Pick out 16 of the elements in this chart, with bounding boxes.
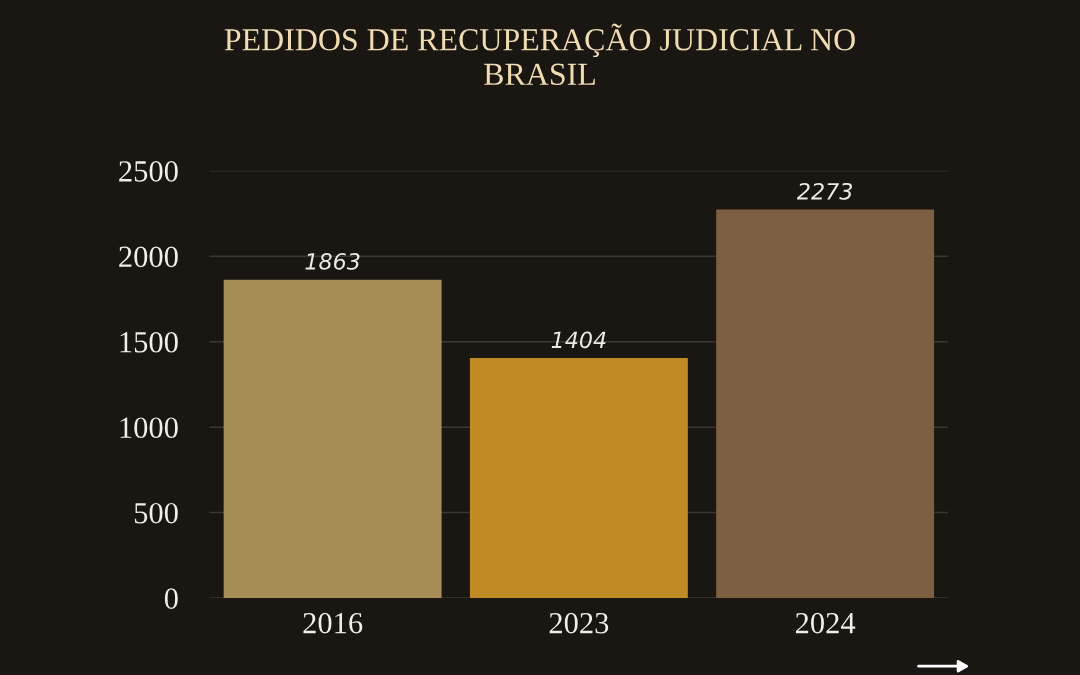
x-tick-label: 2023 [549,612,609,634]
bar [223,279,442,599]
y-tick-label: 2500 [119,161,178,182]
data-label: 2273 [796,182,852,200]
y-tick-label: 500 [134,502,178,524]
bar [469,358,688,599]
x-tick-label: 2024 [795,612,856,634]
y-tick-label: 1500 [120,331,178,353]
bar [716,209,935,599]
data-label: 1404 [551,331,606,349]
data-label: 1863 [305,252,360,270]
y-tick-label: 1000 [120,417,178,439]
y-tick-label: 0 [164,588,178,609]
y-tick-label: 2000 [119,246,178,268]
chart-title: PEDIDOS DE RECUPERAÇÃO JUDICIAL NO BRASIL [224,23,855,86]
x-tick-label: 2016 [303,612,363,634]
